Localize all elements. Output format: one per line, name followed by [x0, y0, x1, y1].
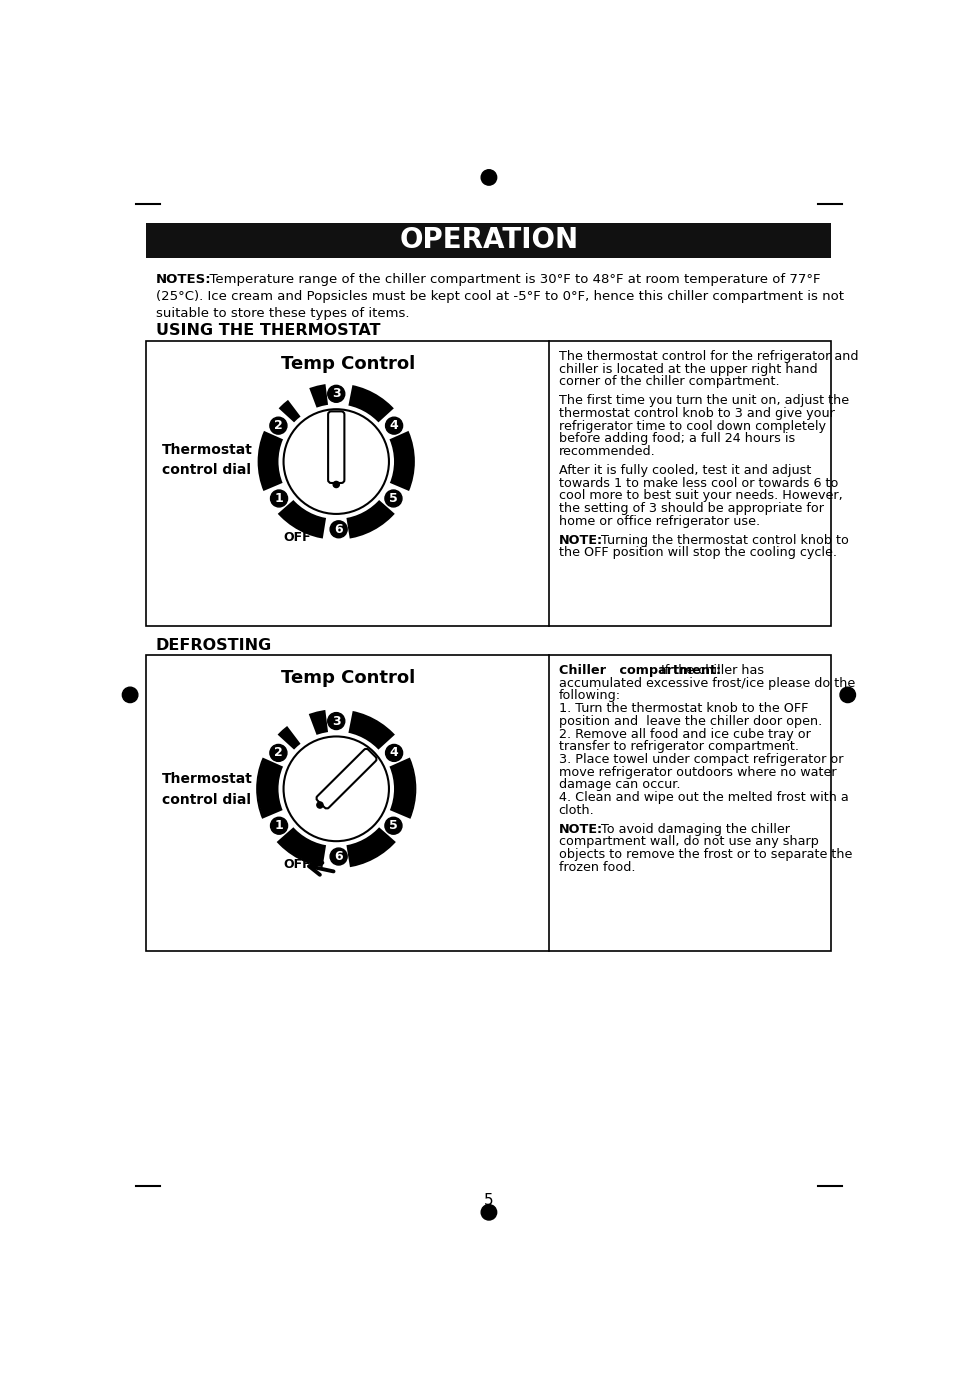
- FancyBboxPatch shape: [146, 223, 831, 257]
- Circle shape: [384, 817, 401, 834]
- FancyBboxPatch shape: [146, 655, 831, 951]
- Text: 2. Remove all food and ice cube tray or: 2. Remove all food and ice cube tray or: [558, 728, 810, 740]
- Circle shape: [333, 482, 339, 487]
- Text: NOTE:: NOTE:: [558, 534, 602, 546]
- Text: 1: 1: [274, 819, 283, 832]
- Text: 5: 5: [389, 819, 397, 832]
- Text: recommended.: recommended.: [558, 444, 655, 458]
- Text: 1. Turn the thermostat knob to the OFF: 1. Turn the thermostat knob to the OFF: [558, 702, 807, 716]
- Text: position and  leave the chiller door open.: position and leave the chiller door open…: [558, 716, 821, 728]
- Text: To avoid damaging the chiller: To avoid damaging the chiller: [592, 823, 789, 835]
- FancyBboxPatch shape: [316, 749, 376, 809]
- Text: 6: 6: [334, 523, 342, 535]
- Text: USING THE THERMOSTAT: USING THE THERMOSTAT: [155, 323, 380, 338]
- Text: frozen food.: frozen food.: [558, 861, 635, 874]
- Circle shape: [480, 169, 497, 186]
- Text: before adding food; a full 24 hours is: before adding food; a full 24 hours is: [558, 432, 794, 446]
- Circle shape: [122, 687, 137, 703]
- Text: damage can occur.: damage can occur.: [558, 779, 679, 791]
- Text: compartment wall, do not use any sharp: compartment wall, do not use any sharp: [558, 835, 818, 849]
- Text: suitable to store these types of items.: suitable to store these types of items.: [155, 307, 409, 319]
- Text: towards 1 to make less cool or towards 6 to: towards 1 to make less cool or towards 6…: [558, 476, 837, 490]
- Circle shape: [840, 687, 855, 703]
- Polygon shape: [301, 839, 309, 850]
- Text: 3: 3: [332, 387, 340, 400]
- Text: (25°C). Ice cream and Popsicles must be kept cool at -5°F to 0°F, hence this chi: (25°C). Ice cream and Popsicles must be …: [155, 290, 842, 303]
- Text: OFF: OFF: [283, 859, 311, 871]
- Text: Thermostat
control dial: Thermostat control dial: [162, 443, 253, 477]
- Ellipse shape: [283, 409, 389, 513]
- Text: 3. Place towel under compact refrigerator or: 3. Place towel under compact refrigerato…: [558, 753, 842, 766]
- Text: The thermostat control for the refrigerator and: The thermostat control for the refrigera…: [558, 350, 858, 363]
- Circle shape: [271, 490, 287, 506]
- Text: Temp Control: Temp Control: [280, 355, 415, 373]
- Ellipse shape: [283, 736, 389, 841]
- Text: 4. Clean and wipe out the melted frost with a: 4. Clean and wipe out the melted frost w…: [558, 791, 847, 804]
- Circle shape: [480, 1204, 497, 1221]
- Ellipse shape: [261, 716, 410, 863]
- Text: objects to remove the frost or to separate the: objects to remove the frost or to separa…: [558, 848, 851, 861]
- Text: Chiller   compartment:: Chiller compartment:: [558, 665, 720, 677]
- Text: thermostat control knob to 3 and give your: thermostat control knob to 3 and give yo…: [558, 407, 834, 420]
- Text: Temp Control: Temp Control: [280, 669, 415, 687]
- Text: If the chiller has: If the chiller has: [653, 665, 763, 677]
- Text: Temperature range of the chiller compartment is 30°F to 48°F at room temperature: Temperature range of the chiller compart…: [200, 272, 820, 286]
- Circle shape: [330, 522, 347, 538]
- Text: 2: 2: [274, 746, 282, 760]
- Circle shape: [384, 490, 401, 506]
- Circle shape: [330, 848, 347, 866]
- Text: home or office refrigerator use.: home or office refrigerator use.: [558, 515, 759, 528]
- Text: After it is fully cooled, test it and adjust: After it is fully cooled, test it and ad…: [558, 464, 810, 477]
- Text: transfer to refrigerator compartment.: transfer to refrigerator compartment.: [558, 740, 798, 753]
- Text: OPERATION: OPERATION: [399, 226, 578, 255]
- Text: 4: 4: [390, 420, 398, 432]
- FancyBboxPatch shape: [328, 411, 344, 483]
- Text: Thermostat
control dial: Thermostat control dial: [162, 772, 253, 806]
- Text: the OFF position will stop the cooling cycle.: the OFF position will stop the cooling c…: [558, 546, 836, 559]
- Text: 2: 2: [274, 420, 282, 432]
- Text: corner of the chiller compartment.: corner of the chiller compartment.: [558, 376, 779, 388]
- Text: 3: 3: [332, 714, 340, 728]
- Text: following:: following:: [558, 689, 620, 703]
- Text: DEFROSTING: DEFROSTING: [155, 638, 272, 652]
- Text: NOTES:: NOTES:: [155, 272, 211, 286]
- Text: Turning the thermostat control knob to: Turning the thermostat control knob to: [592, 534, 848, 546]
- FancyBboxPatch shape: [146, 341, 831, 626]
- Text: chiller is located at the upper right hand: chiller is located at the upper right ha…: [558, 363, 817, 376]
- Circle shape: [385, 417, 402, 435]
- Text: the setting of 3 should be appropriate for: the setting of 3 should be appropriate f…: [558, 502, 822, 515]
- Polygon shape: [301, 512, 309, 523]
- Circle shape: [270, 744, 287, 761]
- Text: accumulated excessive frost/ice please do the: accumulated excessive frost/ice please d…: [558, 677, 854, 689]
- Text: cloth.: cloth.: [558, 804, 594, 817]
- Text: 4: 4: [390, 746, 398, 760]
- Text: refrigerator time to cool down completely: refrigerator time to cool down completel…: [558, 420, 824, 432]
- Ellipse shape: [261, 388, 410, 535]
- Text: NOTE:: NOTE:: [558, 823, 602, 835]
- Circle shape: [385, 744, 402, 761]
- Text: The first time you turn the unit on, adjust the: The first time you turn the unit on, adj…: [558, 394, 848, 407]
- Circle shape: [328, 713, 344, 729]
- Text: OFF: OFF: [283, 531, 311, 544]
- Text: cool more to best suit your needs. However,: cool more to best suit your needs. Howev…: [558, 490, 841, 502]
- Text: 5: 5: [389, 493, 397, 505]
- Circle shape: [271, 817, 287, 834]
- Circle shape: [328, 385, 344, 402]
- Circle shape: [270, 417, 287, 435]
- Text: 6: 6: [334, 850, 342, 863]
- Text: 1: 1: [274, 493, 283, 505]
- Text: move refrigerator outdoors where no water: move refrigerator outdoors where no wate…: [558, 765, 836, 779]
- Text: 5: 5: [483, 1193, 494, 1208]
- Circle shape: [316, 802, 323, 808]
